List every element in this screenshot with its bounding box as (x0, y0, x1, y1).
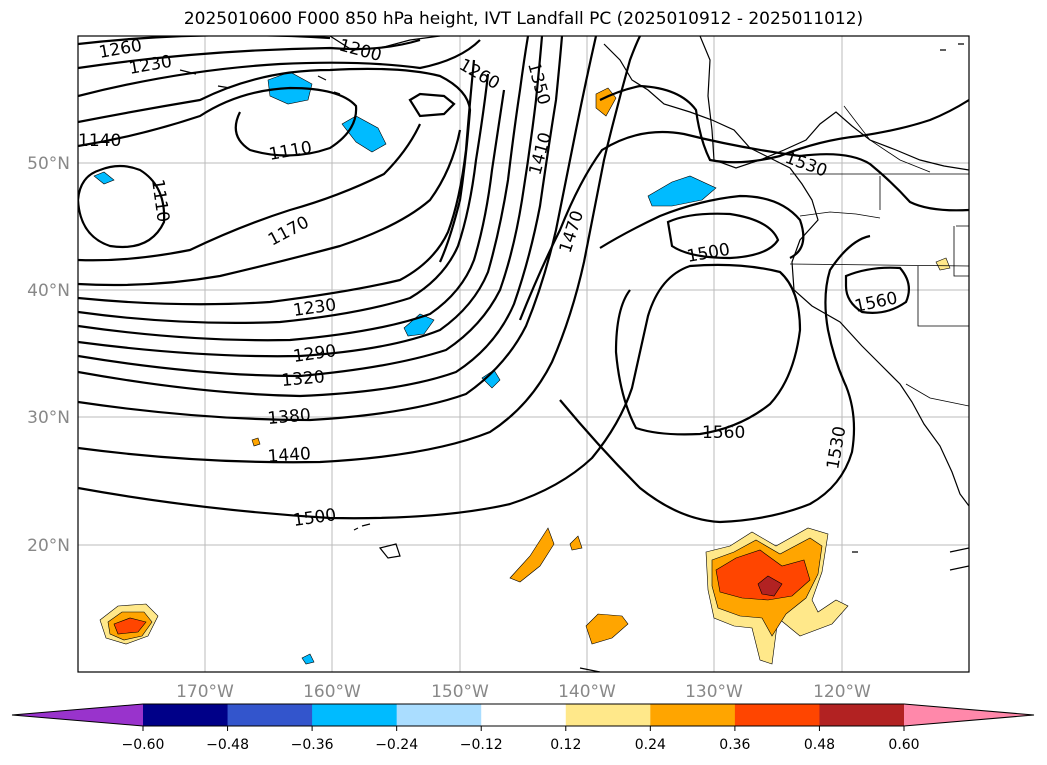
colorbar-segment (650, 704, 736, 726)
coastlines (179, 36, 969, 672)
colorbar-tick-label: −0.60 (122, 737, 165, 753)
colorbar-segment (481, 704, 567, 726)
contour-label: 1320 (281, 367, 326, 391)
lat-label: 40°N (27, 281, 70, 301)
longitude-labels: 170°W 160°W 150°W 140°W 130°W 120°W (176, 682, 871, 702)
colorbar: −0.60 −0.48 −0.36 −0.24 −0.12 0.12 0.24 0.36 0.4… (11, 703, 1035, 753)
colorbar-tick-label: 0.24 (635, 737, 666, 753)
map-title: 2025010600 F000 850 hPa height, IVT Land… (183, 9, 864, 29)
colorbar-tick-label: 0.36 (719, 737, 750, 753)
colorbar-tick-label: 0.60 (888, 737, 919, 753)
colorbar-tick-label: 0.48 (804, 737, 835, 753)
lon-label: 120°W (813, 682, 871, 702)
contour-label: 1560 (702, 423, 745, 443)
colorbar-segment (565, 704, 651, 726)
lon-label: 140°W (558, 682, 616, 702)
colorbar-segment (312, 704, 398, 726)
height-contours (78, 36, 969, 524)
colorbar-extend-low (12, 704, 143, 726)
lat-label: 50°N (27, 154, 70, 174)
colorbar-segment (819, 704, 905, 726)
lon-label: 160°W (303, 682, 361, 702)
colorbar-tick-label: 0.12 (550, 737, 581, 753)
colorbar-tick-label: −0.12 (460, 737, 503, 753)
ivt-shading (93, 71, 951, 665)
lat-label: 30°N (27, 408, 70, 428)
contour-label: 1140 (78, 131, 121, 151)
latitude-labels: 50°N 40°N 30°N 20°N (27, 154, 70, 556)
plot-border (77, 35, 970, 673)
colorbar-segment (396, 704, 482, 726)
lon-label: 130°W (685, 682, 743, 702)
colorbar-segment (734, 704, 820, 726)
colorbar-segment (227, 704, 313, 726)
borders (789, 105, 969, 407)
colorbar-segment (143, 704, 229, 726)
colorbar-tick-label: −0.36 (291, 737, 334, 753)
colorbar-tick-label: −0.48 (206, 737, 249, 753)
lat-label: 20°N (27, 536, 70, 556)
contour-label: 1380 (267, 405, 312, 429)
contour-label: 1440 (267, 444, 312, 467)
lon-label: 170°W (176, 682, 234, 702)
colorbar-tick-label: −0.24 (375, 737, 418, 753)
lon-label: 150°W (431, 682, 489, 702)
colorbar-extend-high (904, 704, 1034, 726)
